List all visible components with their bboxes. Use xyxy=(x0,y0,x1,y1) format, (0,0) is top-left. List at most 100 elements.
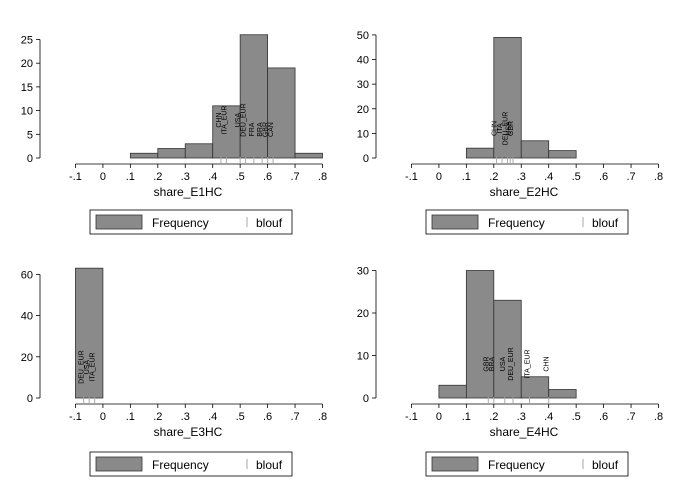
point-label: DEU_EUR xyxy=(241,103,248,136)
legend-label-blouf: blouf xyxy=(256,216,283,230)
histogram-bar xyxy=(157,148,186,159)
legend-swatch-frequency xyxy=(431,456,479,472)
y-tick-label: 20 xyxy=(357,308,369,320)
histogram-bar xyxy=(493,36,522,159)
legend-swatch-frequency xyxy=(95,214,143,230)
legend-label-frequency: Frequency xyxy=(152,216,209,230)
legend-label-frequency: Frequency xyxy=(488,458,545,472)
point-label: CHN xyxy=(216,112,223,127)
x-tick-label: .6 xyxy=(599,171,608,183)
legend-label-frequency: Frequency xyxy=(488,216,545,230)
y-tick-label: 40 xyxy=(21,311,33,323)
x-axis-title: share_E2HC xyxy=(490,185,559,199)
legend: Frequency blouf xyxy=(425,209,629,235)
x-axis-title: share_E4HC xyxy=(490,425,559,439)
x-tick-label: .8 xyxy=(318,411,327,423)
histogram-bar xyxy=(129,152,159,159)
point-label: CAN xyxy=(268,122,275,137)
x-tick-label: .2 xyxy=(153,171,162,183)
x-tick-label: .2 xyxy=(489,411,498,423)
y-tick-label: 40 xyxy=(357,55,369,67)
x-tick-label: 0 xyxy=(436,171,442,183)
y-tick-label: 0 xyxy=(363,153,369,165)
x-tick-label: .4 xyxy=(208,411,217,423)
histogram-bar xyxy=(75,267,104,399)
x-tick-label: .5 xyxy=(572,411,581,423)
x-tick-label: .1 xyxy=(126,411,135,423)
x-tick-label: -.1 xyxy=(69,171,82,183)
x-tick-label: .7 xyxy=(290,411,299,423)
histogram-bar xyxy=(548,150,577,159)
x-tick-label: .3 xyxy=(181,411,190,423)
histogram-panel-3: 0 20 40 60 -.1 0 .1 .2 .3 .4 .5 .6 .7 .8 share_E3HC DEU… xyxy=(21,267,327,477)
histogram-bar xyxy=(267,67,296,159)
point-label: FRA xyxy=(249,122,256,136)
x-tick-label: .4 xyxy=(544,171,553,183)
legend: Frequency blouf xyxy=(89,451,293,477)
legend-label-blouf: blouf xyxy=(592,216,619,230)
histogram-bar xyxy=(465,270,495,399)
y-tick-label: 10 xyxy=(357,351,369,363)
x-tick-label: .7 xyxy=(626,411,635,423)
point-label: ITA_EUR xyxy=(90,353,97,382)
y-tick-label: 20 xyxy=(357,104,369,116)
point-label: GBR xyxy=(483,356,490,371)
legend: Frequency blouf xyxy=(89,209,293,235)
x-tick-label: -.1 xyxy=(405,411,418,423)
y-tick-label: 5 xyxy=(27,129,33,141)
point-label: GBR xyxy=(263,122,270,137)
histogram-bar xyxy=(184,143,214,159)
point-label: ITA_EUR xyxy=(221,106,228,135)
x-tick-label: 0 xyxy=(100,411,106,423)
x-tick-label: .7 xyxy=(290,171,299,183)
y-tick-label: 30 xyxy=(357,79,369,91)
x-tick-label: .4 xyxy=(544,411,553,423)
point-label: BRA xyxy=(489,356,496,371)
x-tick-label: .6 xyxy=(263,411,272,423)
y-tick-label: 20 xyxy=(21,58,33,70)
legend-label-frequency: Frequency xyxy=(152,458,209,472)
point-label: USA xyxy=(84,360,91,375)
point-label: CHN xyxy=(544,356,551,371)
legend: Frequency blouf xyxy=(425,451,629,477)
legend-swatch-frequency xyxy=(431,214,479,230)
x-tick-label: .3 xyxy=(517,411,526,423)
x-tick-label: -.1 xyxy=(405,171,418,183)
x-axis-title: share_E1HC xyxy=(154,185,223,199)
x-tick-label: .2 xyxy=(489,171,498,183)
x-tick-label: .3 xyxy=(181,171,190,183)
y-tick-label: 0 xyxy=(27,393,33,405)
x-tick-label: .2 xyxy=(153,411,162,423)
y-tick-label: 30 xyxy=(357,266,369,278)
legend-swatch-frequency xyxy=(95,456,143,472)
x-tick-label: .1 xyxy=(462,171,471,183)
x-tick-label: .4 xyxy=(208,171,217,183)
histogram-bar xyxy=(465,147,495,159)
y-tick-label: 60 xyxy=(21,269,33,281)
x-tick-label: .5 xyxy=(236,171,245,183)
histogram-bar xyxy=(239,34,269,159)
y-tick-label: 0 xyxy=(363,393,369,405)
x-tick-label: .7 xyxy=(626,171,635,183)
histogram-bar xyxy=(294,152,323,159)
point-label: DEU_EUR xyxy=(79,350,86,383)
x-axis-title: share_E3HC xyxy=(154,425,223,439)
y-tick-label: 0 xyxy=(27,153,33,165)
histogram-panel-4: 0 10 20 30 -.1 0 .1 .2 .3 .4 .5 .6 .7 .8 share_E4HC GBR… xyxy=(357,266,663,477)
y-tick-label: 25 xyxy=(21,34,33,46)
histogram-panel-2: 0 10 20 30 40 50 -.1 0 .1 .2 .3 .4 .5 .6 .7 .8 share_E2H… xyxy=(357,30,663,235)
histogram-bar xyxy=(493,299,522,399)
histogram-bar xyxy=(520,140,550,159)
histogram-bar xyxy=(438,384,467,399)
x-tick-label: .8 xyxy=(318,171,327,183)
y-tick-label: 15 xyxy=(21,82,33,94)
legend-label-blouf: blouf xyxy=(256,458,283,472)
histogram-bar xyxy=(520,376,550,399)
legend-label-blouf: blouf xyxy=(592,458,619,472)
x-tick-label: .8 xyxy=(654,171,663,183)
histogram-panel-1: 0 5 10 15 20 25 -.1 0 .1 .2 .3 .4 .5 .6 .7 .8 share_E1HC… xyxy=(21,34,327,235)
x-tick-label: .1 xyxy=(462,411,471,423)
point-label: DEU_EUR xyxy=(508,347,515,380)
x-tick-label: 0 xyxy=(100,171,106,183)
